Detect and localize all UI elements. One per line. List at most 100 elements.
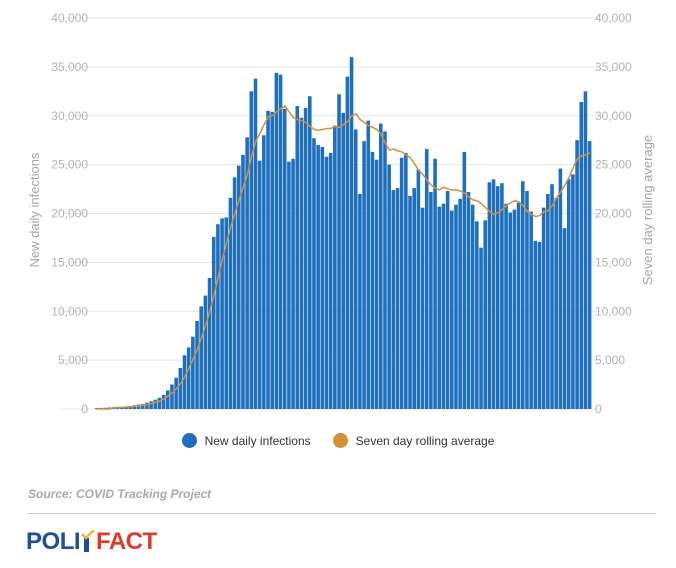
left-tick-label: 35,000 — [51, 60, 88, 74]
bar — [182, 355, 187, 409]
left-tick-label: 15,000 — [51, 255, 88, 269]
bar — [136, 404, 141, 409]
legend-item-line[interactable]: Seven day rolling average — [332, 433, 494, 448]
bar — [241, 154, 245, 409]
bar — [487, 182, 492, 409]
bar — [437, 206, 442, 409]
bar — [170, 384, 174, 409]
bar — [237, 165, 241, 409]
bar — [408, 195, 412, 409]
bar — [512, 209, 517, 409]
bar — [445, 191, 450, 409]
right-tick-label: 30,000 — [595, 109, 632, 123]
line-series-seven-day-average — [97, 104, 591, 410]
bar — [308, 96, 312, 409]
legend-marker-orange-icon — [332, 433, 348, 448]
bar — [554, 197, 558, 409]
bar — [245, 137, 249, 409]
bar — [587, 141, 592, 409]
bar — [387, 164, 391, 410]
bar — [404, 152, 408, 409]
bar — [458, 198, 462, 409]
bar — [533, 240, 538, 409]
bar — [207, 278, 212, 409]
bar — [353, 129, 358, 409]
bar — [504, 203, 508, 409]
logo-text-li: LI — [59, 528, 81, 555]
bar — [299, 117, 304, 409]
bar — [287, 161, 291, 409]
bar — [566, 179, 571, 409]
bar — [571, 174, 575, 409]
bar — [495, 186, 500, 409]
bar — [95, 408, 99, 409]
left-tick-label: 20,000 — [51, 207, 88, 221]
bar — [537, 241, 542, 409]
right-tick-label: 5,000 — [595, 353, 625, 367]
legend-label-bars: New daily infections — [204, 433, 311, 448]
bar — [575, 140, 579, 409]
bar — [140, 404, 145, 409]
bar — [295, 105, 300, 409]
bar-series-new-daily-infections — [95, 57, 592, 410]
bar — [249, 91, 254, 409]
bar — [274, 72, 279, 410]
bar — [216, 224, 220, 409]
bar — [191, 336, 195, 409]
bar — [128, 406, 132, 409]
bar — [454, 204, 458, 409]
bar — [149, 401, 153, 409]
bar — [278, 74, 283, 409]
bar — [466, 191, 471, 409]
right-tick-label: 35,000 — [595, 60, 632, 74]
bar — [475, 221, 479, 409]
bar — [161, 394, 166, 409]
bar — [178, 367, 183, 409]
bar — [483, 220, 487, 409]
bar — [174, 377, 178, 409]
bar — [186, 347, 191, 409]
logo-text-fact: FACT — [96, 528, 157, 555]
right-axis-label: Seven day rolling average — [640, 135, 655, 285]
chart: 0 5,000 10,000 15,000 20,000 25,000 30,000 35,0… — [27, 11, 655, 416]
bar — [316, 145, 320, 409]
bar — [228, 197, 233, 409]
bar — [412, 188, 416, 409]
left-tick-label: 0 — [81, 402, 88, 416]
bar — [525, 191, 529, 409]
bar — [470, 204, 475, 409]
bar — [303, 107, 308, 410]
bar — [362, 141, 366, 409]
legend: New daily infections Seven day rolling a… — [0, 433, 676, 448]
bar — [282, 108, 287, 409]
bar — [270, 111, 274, 409]
bar — [370, 151, 375, 410]
bar — [157, 397, 162, 409]
bar — [166, 390, 170, 409]
politifact-logo[interactable]: PO LI FACT — [26, 528, 157, 556]
bar — [291, 158, 295, 409]
bar — [324, 156, 329, 409]
bar — [550, 184, 554, 409]
bar — [333, 125, 337, 409]
bar — [546, 193, 550, 409]
bar — [508, 212, 513, 409]
bar — [358, 193, 362, 409]
bar — [145, 402, 149, 409]
bar — [491, 179, 496, 409]
bar — [345, 76, 350, 410]
right-y-axis-ticks: 0 5,000 10,000 15,000 20,000 25,000 30,000 35,0… — [595, 11, 632, 416]
bar — [349, 57, 354, 409]
bar — [395, 188, 400, 409]
left-tick-label: 40,000 — [51, 11, 88, 25]
bar — [379, 123, 383, 409]
right-tick-label: 20,000 — [595, 207, 632, 221]
legend-item-bars[interactable]: New daily infections — [181, 433, 311, 448]
bar — [521, 181, 525, 409]
logo-text-po: PO — [26, 528, 60, 555]
bar — [399, 157, 404, 409]
right-tick-label: 10,000 — [595, 304, 632, 318]
bar — [337, 94, 341, 409]
legend-marker-blue-icon — [181, 433, 197, 448]
bar — [257, 160, 262, 409]
